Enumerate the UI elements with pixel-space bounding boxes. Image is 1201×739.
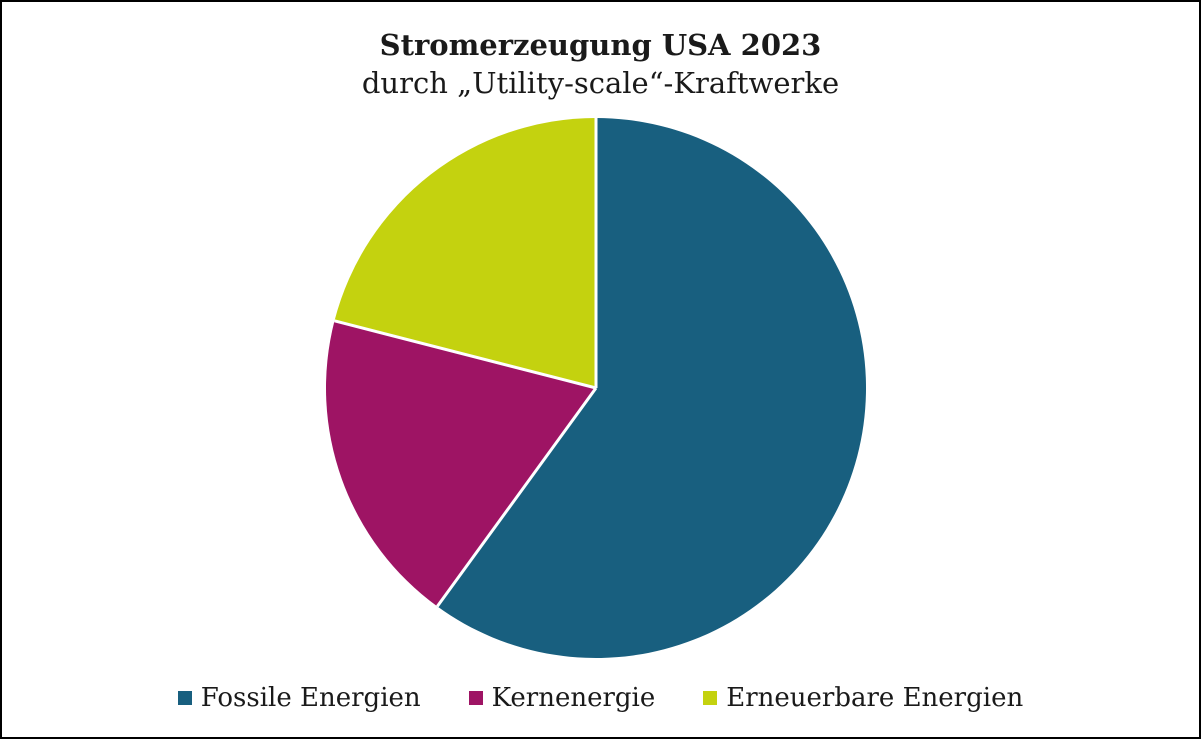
legend-swatch-erneuerbare-energien-icon <box>703 691 718 705</box>
legend-swatch-fossile-energien-icon <box>177 691 192 705</box>
pie-slice-fossile-energien <box>437 118 867 658</box>
chart-title: Stromerzeugung USA 2023 durch „Utility-s… <box>2 26 1199 102</box>
pie-slice-erneuerbare-energien <box>334 118 596 388</box>
legend-item-erneuerbare-energien: Erneuerbare Energien <box>703 683 1023 713</box>
pie-slice-kernenergie <box>325 320 596 607</box>
legend-item-fossile-energien: Fossile Energien <box>177 683 421 713</box>
pie-slice-separator <box>436 387 598 608</box>
legend-label-fossile-energien: Fossile Energien <box>200 683 421 713</box>
legend-item-kernenergie: Kernenergie <box>468 683 656 713</box>
legend: Fossile Energien Kernenergie Erneuerbare… <box>2 683 1199 713</box>
legend-swatch-kernenergie-icon <box>468 691 483 705</box>
pie-chart <box>325 118 867 658</box>
pie-slice-separator <box>334 319 597 390</box>
legend-label-erneuerbare-energien: Erneuerbare Energien <box>726 683 1024 713</box>
chart-title-line2: durch „Utility-scale“-Kraftwerke <box>361 66 840 100</box>
legend-label-kernenergie: Kernenergie <box>491 683 656 713</box>
chart-title-line1: Stromerzeugung USA 2023 <box>379 28 822 62</box>
